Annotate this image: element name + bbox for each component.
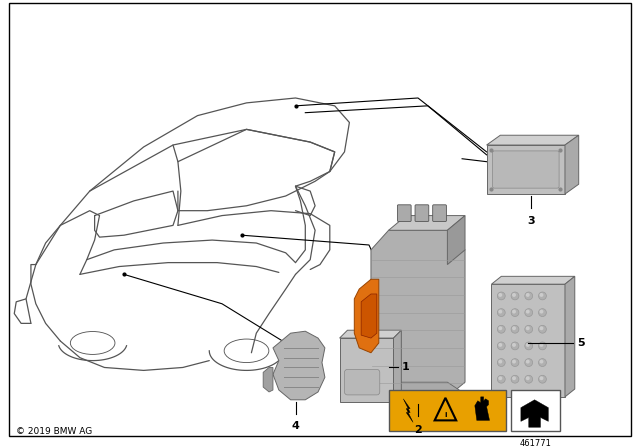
FancyBboxPatch shape (492, 151, 559, 188)
Text: 3: 3 (527, 215, 534, 226)
Polygon shape (273, 331, 325, 400)
Polygon shape (492, 276, 575, 284)
FancyBboxPatch shape (397, 205, 411, 221)
Ellipse shape (512, 376, 516, 380)
Polygon shape (565, 135, 579, 194)
Bar (388, 390, 506, 431)
Ellipse shape (538, 292, 547, 300)
Ellipse shape (497, 292, 505, 300)
Ellipse shape (525, 325, 532, 333)
Ellipse shape (512, 343, 516, 347)
Ellipse shape (526, 360, 530, 363)
Text: 461771: 461771 (520, 439, 552, 448)
Polygon shape (394, 330, 401, 402)
Polygon shape (492, 284, 565, 397)
FancyBboxPatch shape (344, 370, 380, 395)
Ellipse shape (511, 359, 519, 366)
Ellipse shape (540, 326, 543, 330)
Bar (511, 390, 560, 431)
Polygon shape (263, 367, 273, 392)
Ellipse shape (526, 376, 530, 380)
Ellipse shape (540, 343, 543, 347)
Polygon shape (388, 215, 465, 230)
Ellipse shape (525, 359, 532, 366)
Ellipse shape (497, 325, 505, 333)
FancyBboxPatch shape (415, 205, 429, 221)
Ellipse shape (540, 310, 543, 314)
Ellipse shape (538, 342, 547, 350)
Ellipse shape (511, 292, 519, 300)
Ellipse shape (538, 325, 547, 333)
Ellipse shape (540, 360, 543, 363)
Ellipse shape (512, 326, 516, 330)
Text: i: i (444, 412, 447, 418)
Ellipse shape (511, 309, 519, 316)
Text: 4: 4 (292, 422, 300, 431)
Ellipse shape (526, 293, 530, 297)
Polygon shape (486, 145, 565, 194)
Polygon shape (355, 279, 379, 353)
Ellipse shape (499, 376, 502, 380)
Ellipse shape (497, 342, 505, 350)
Ellipse shape (511, 375, 519, 383)
Text: 5: 5 (577, 338, 584, 348)
Ellipse shape (526, 326, 530, 330)
Polygon shape (359, 382, 462, 402)
Ellipse shape (512, 360, 516, 363)
Polygon shape (340, 338, 394, 402)
FancyBboxPatch shape (433, 205, 447, 221)
Ellipse shape (511, 342, 519, 350)
Ellipse shape (526, 343, 530, 347)
Ellipse shape (538, 309, 547, 316)
Ellipse shape (511, 325, 519, 333)
Ellipse shape (499, 293, 502, 297)
Polygon shape (447, 215, 465, 265)
Ellipse shape (497, 309, 505, 316)
Ellipse shape (499, 360, 502, 363)
Ellipse shape (497, 359, 505, 366)
Text: 2: 2 (414, 425, 422, 435)
Polygon shape (403, 399, 413, 422)
Text: 1: 1 (401, 362, 409, 372)
Polygon shape (361, 294, 377, 338)
Ellipse shape (538, 359, 547, 366)
Polygon shape (486, 135, 579, 145)
Ellipse shape (538, 375, 547, 383)
Ellipse shape (499, 310, 502, 314)
Ellipse shape (525, 342, 532, 350)
Polygon shape (521, 400, 548, 427)
Ellipse shape (525, 292, 532, 300)
Ellipse shape (525, 375, 532, 383)
Polygon shape (565, 276, 575, 397)
Polygon shape (340, 330, 401, 338)
Ellipse shape (525, 309, 532, 316)
Ellipse shape (497, 375, 505, 383)
Ellipse shape (499, 326, 502, 330)
Polygon shape (371, 230, 465, 397)
Ellipse shape (540, 293, 543, 297)
Ellipse shape (512, 310, 516, 314)
Ellipse shape (512, 293, 516, 297)
Ellipse shape (526, 310, 530, 314)
Ellipse shape (540, 376, 543, 380)
Polygon shape (475, 397, 490, 420)
Ellipse shape (499, 343, 502, 347)
Text: © 2019 BMW AG: © 2019 BMW AG (16, 426, 92, 435)
